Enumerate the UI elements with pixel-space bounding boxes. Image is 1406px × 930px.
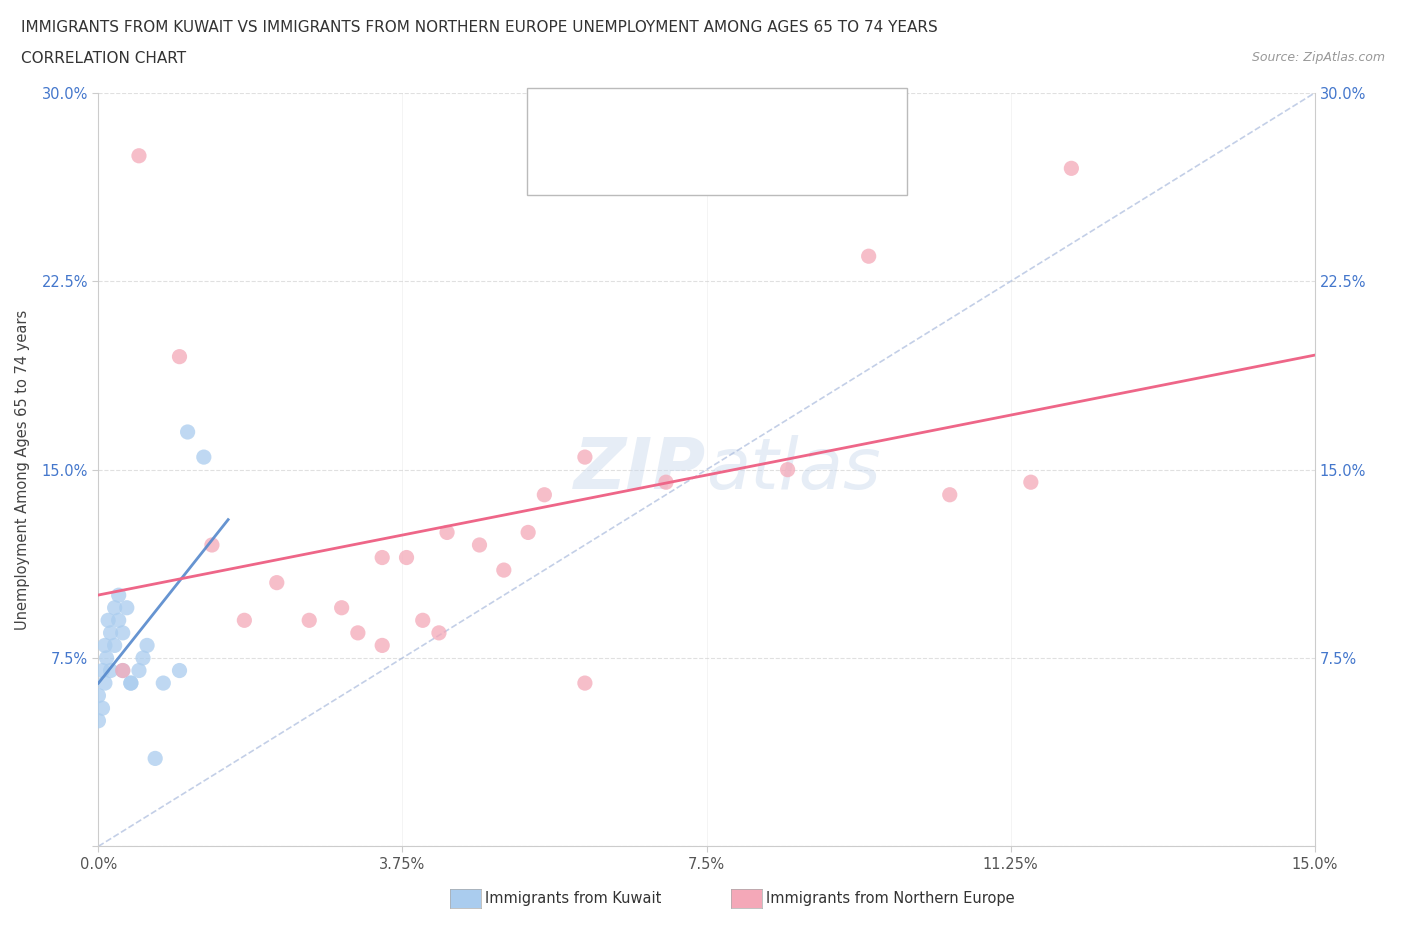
Text: Immigrants from Northern Europe: Immigrants from Northern Europe: [766, 891, 1015, 906]
Point: [115, 601, 138, 616]
Point: [655, 474, 678, 489]
Point: [201, 538, 224, 552]
Point: [104, 638, 127, 653]
Point: [120, 675, 142, 690]
Point: [96, 651, 118, 666]
Point: [97, 613, 120, 628]
Point: [298, 613, 321, 628]
Point: [136, 638, 159, 653]
Text: Source: ZipAtlas.com: Source: ZipAtlas.com: [1251, 51, 1385, 64]
Point: [91, 663, 114, 678]
Point: [128, 148, 150, 164]
Point: [100, 663, 122, 678]
Point: [574, 675, 596, 690]
Point: [176, 424, 198, 440]
Point: [87, 688, 110, 703]
Point: [169, 663, 191, 678]
Point: [169, 349, 191, 364]
Point: [91, 701, 114, 716]
Point: [193, 450, 215, 465]
Text: Immigrants from Kuwait: Immigrants from Kuwait: [485, 891, 661, 906]
Point: [517, 525, 540, 539]
Point: [574, 450, 596, 465]
Point: [939, 487, 962, 502]
Point: [266, 575, 288, 591]
Point: [120, 675, 142, 690]
Point: [111, 663, 134, 678]
Point: [94, 675, 117, 690]
Text: CORRELATION CHART: CORRELATION CHART: [21, 51, 186, 66]
Point: [87, 713, 110, 728]
Point: [128, 663, 150, 678]
Text: R = 0.623   N = 27: R = 0.623 N = 27: [582, 151, 740, 169]
Point: [492, 563, 515, 578]
Point: [776, 462, 799, 477]
Point: [427, 625, 450, 640]
Point: [468, 538, 491, 552]
Point: [371, 638, 394, 653]
Point: [152, 675, 174, 690]
Point: [412, 613, 434, 628]
Point: [107, 613, 129, 628]
Point: [143, 751, 166, 766]
Text: IMMIGRANTS FROM KUWAIT VS IMMIGRANTS FROM NORTHERN EUROPE UNEMPLOYMENT AMONG AGE: IMMIGRANTS FROM KUWAIT VS IMMIGRANTS FRO…: [21, 20, 938, 35]
Text: atlas: atlas: [707, 435, 882, 504]
Point: [104, 601, 127, 616]
Point: [132, 651, 155, 666]
Point: [330, 601, 353, 616]
Point: [858, 249, 880, 264]
Point: [94, 638, 117, 653]
Point: [100, 625, 122, 640]
Point: [107, 588, 129, 603]
Point: [111, 625, 134, 640]
Point: [1060, 161, 1083, 176]
Point: [111, 663, 134, 678]
Point: [233, 613, 256, 628]
Point: [1019, 474, 1042, 489]
Text: R = 0.325   N = 27: R = 0.325 N = 27: [582, 109, 740, 127]
Y-axis label: Unemployment Among Ages 65 to 74 years: Unemployment Among Ages 65 to 74 years: [15, 310, 31, 630]
Point: [371, 550, 394, 565]
Point: [533, 487, 555, 502]
Point: [395, 550, 418, 565]
Text: ZIP: ZIP: [574, 435, 707, 504]
Point: [436, 525, 458, 539]
Point: [347, 625, 370, 640]
